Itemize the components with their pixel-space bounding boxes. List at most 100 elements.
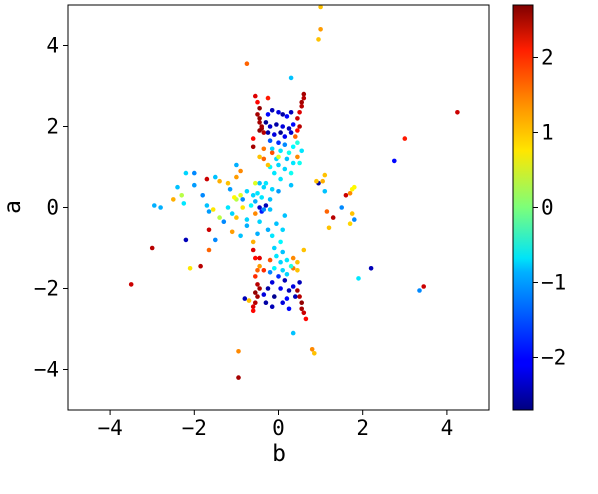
data-point [250, 247, 256, 253]
data-point [234, 174, 239, 180]
data-point [402, 136, 408, 141]
data-point [265, 112, 271, 117]
data-point [250, 144, 256, 150]
data-point [282, 278, 288, 283]
data-point [278, 130, 283, 135]
data-point [255, 282, 260, 287]
data-point [299, 104, 305, 109]
data-point [272, 170, 277, 176]
plot-frame [67, 4, 490, 411]
data-point [183, 170, 189, 176]
colorbar-gradient [512, 4, 534, 411]
data-point [288, 75, 294, 81]
data-point [284, 296, 290, 301]
data-point [187, 266, 193, 271]
data-point [276, 189, 281, 194]
data-point [261, 156, 267, 162]
y-tick-label: 2 [46, 115, 59, 139]
data-point [286, 288, 292, 293]
data-point [255, 191, 260, 196]
data-point [293, 294, 298, 299]
colorbar-tick-label: −1 [541, 271, 566, 295]
data-point [253, 274, 258, 279]
data-point [263, 203, 269, 208]
data-point [253, 199, 258, 204]
data-point [259, 124, 265, 129]
data-point [288, 130, 294, 135]
data-point [257, 219, 262, 224]
data-point [257, 180, 262, 186]
data-point [213, 174, 218, 180]
colorbar-tick-label: 1 [541, 121, 554, 145]
data-point [272, 294, 277, 299]
data-point [217, 178, 222, 184]
data-point [288, 263, 294, 269]
data-point [253, 290, 258, 295]
x-tick-label: −2 [182, 416, 207, 440]
data-point [368, 266, 374, 271]
data-point [255, 268, 260, 273]
data-point [261, 184, 267, 190]
data-point [297, 124, 302, 129]
data-point [229, 229, 235, 235]
data-point [297, 294, 302, 299]
data-point [244, 223, 250, 228]
colorbar-tick-label: −2 [541, 346, 566, 370]
data-point [265, 162, 271, 168]
data-point [280, 300, 286, 306]
data-point [280, 124, 286, 129]
x-axis: −4 −2 0 2 4 [97, 410, 453, 440]
data-point [263, 300, 269, 306]
data-point [303, 316, 309, 322]
data-point [276, 154, 281, 160]
data-point [290, 160, 296, 166]
data-point [236, 349, 241, 354]
data-point [255, 231, 260, 237]
data-point [253, 211, 258, 216]
data-point [265, 130, 271, 135]
data-point [280, 268, 286, 273]
y-tick-label: 4 [46, 34, 59, 58]
data-points [128, 4, 460, 380]
data-point [259, 195, 265, 200]
data-point [265, 286, 271, 291]
data-point [301, 310, 307, 316]
data-point [257, 106, 262, 111]
data-point [238, 168, 243, 174]
data-point [240, 205, 245, 210]
data-point [238, 193, 243, 198]
data-point [299, 99, 305, 105]
data-point [179, 193, 184, 198]
data-point [257, 205, 262, 210]
data-point [312, 351, 317, 356]
data-point [352, 184, 357, 190]
data-point [295, 288, 300, 293]
data-point [284, 114, 290, 119]
data-point [297, 280, 302, 285]
data-point [206, 209, 212, 214]
data-point [225, 205, 231, 210]
data-point [229, 211, 235, 216]
data-point [257, 116, 262, 121]
data-point [290, 122, 296, 127]
data-point [320, 178, 326, 184]
data-point [255, 99, 260, 105]
data-point [181, 201, 187, 206]
data-point [297, 160, 302, 166]
data-point [257, 120, 262, 125]
data-point [295, 268, 300, 273]
data-point [274, 221, 279, 226]
data-point [204, 176, 210, 182]
data-point [244, 61, 250, 66]
data-point [282, 213, 288, 218]
data-point [284, 156, 290, 162]
data-point [286, 126, 292, 131]
data-point [269, 304, 275, 310]
data-point [282, 142, 288, 147]
data-point [158, 205, 163, 210]
data-point [309, 347, 315, 352]
data-point [263, 180, 269, 186]
data-point [295, 259, 300, 265]
data-point [347, 221, 353, 226]
